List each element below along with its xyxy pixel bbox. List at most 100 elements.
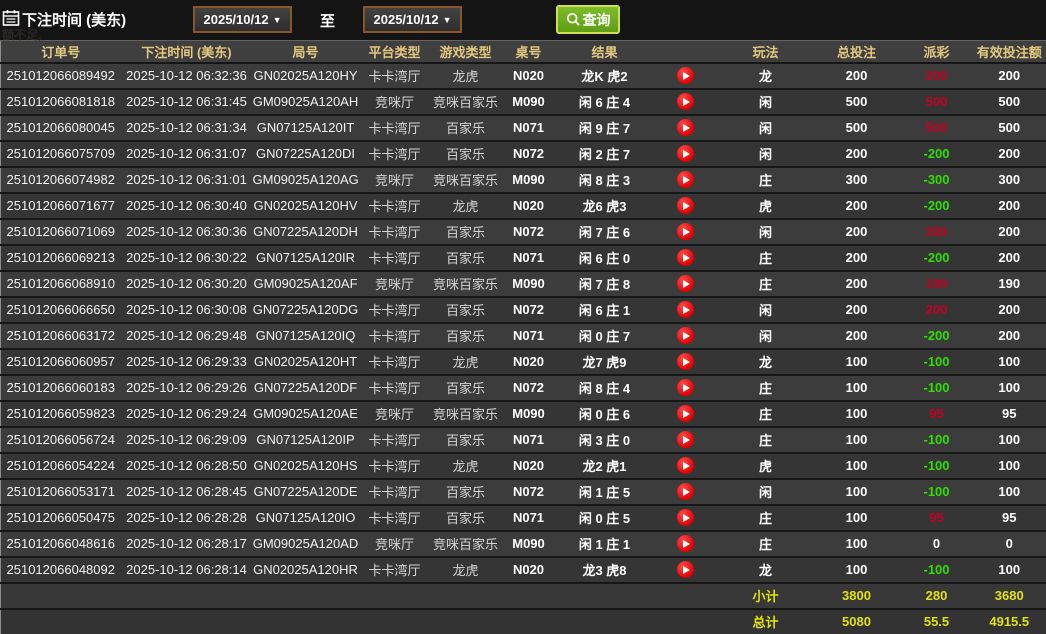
play-video-button[interactable] [677, 197, 694, 215]
bet-time-cell: 2025-10-12 06:29:09 [120, 426, 253, 454]
play-video-button[interactable] [677, 67, 694, 85]
game-type-cell: 龙虎 [430, 348, 501, 376]
play-cell [652, 530, 719, 558]
search-icon [566, 12, 580, 26]
bet-time-cell: 2025-10-12 06:28:50 [120, 452, 253, 480]
play-video-button[interactable] [677, 327, 694, 345]
round-id-cell: GM09025A120AD [252, 530, 359, 558]
header-game: 游戏类型 [430, 40, 501, 64]
bet-type-cell: 龙 [718, 348, 813, 376]
total-bet-cell: 100 [812, 400, 901, 428]
play-video-button[interactable] [677, 93, 694, 111]
date-from-select[interactable]: 2025/10/12 ▼ [193, 6, 292, 33]
result-cell: 闲 8 庄 4 [556, 374, 653, 402]
table-header: 订单号 下注时间 (美东) 局号 平台类型 游戏类型 桌号 结果 玩法 总投注 … [0, 40, 1046, 64]
play-cell [652, 478, 719, 506]
bet-time-cell: 2025-10-12 06:30:22 [120, 244, 253, 272]
play-video-button[interactable] [677, 119, 694, 137]
game-type-cell: 百家乐 [430, 478, 501, 506]
table-row: 251012066074982 2025-10-12 06:31:01 GM09… [0, 166, 1046, 194]
play-video-button[interactable] [677, 275, 694, 293]
result-cell: 闲 3 庄 0 [556, 426, 653, 454]
header-result: 结果 [556, 40, 653, 64]
table-row: 251012066089492 2025-10-12 06:32:36 GN02… [0, 62, 1046, 90]
table-number-cell: M090 [500, 270, 557, 298]
play-icon [683, 487, 690, 496]
platform-cell: 卡卡湾厅 [358, 62, 431, 90]
play-video-button[interactable] [677, 535, 694, 553]
game-type-cell: 百家乐 [430, 504, 501, 532]
result-cell: 龙K 虎2 [556, 62, 653, 90]
total-bet-cell: 200 [812, 296, 901, 324]
play-video-button[interactable] [677, 561, 694, 579]
valid-bet-cell: 200 [972, 218, 1046, 246]
bet-time-cell: 2025-10-12 06:30:08 [120, 296, 253, 324]
play-video-button[interactable] [677, 223, 694, 241]
bet-time-cell: 2025-10-12 06:31:07 [120, 140, 253, 168]
table-number-cell: N072 [500, 140, 557, 168]
game-type-cell: 竞咪百家乐 [430, 400, 501, 428]
result-cell: 闲 0 庄 6 [556, 400, 653, 428]
play-video-button[interactable] [677, 405, 694, 423]
valid-bet-cell: 200 [972, 192, 1046, 220]
order-number-cell: 251012066060957 [0, 348, 121, 376]
bet-type-cell: 闲 [718, 296, 813, 324]
game-type-cell: 百家乐 [430, 322, 501, 350]
bet-time-cell: 2025-10-12 06:28:14 [120, 556, 253, 584]
game-type-cell: 百家乐 [430, 374, 501, 402]
game-type-cell: 龙虎 [430, 192, 501, 220]
play-video-button[interactable] [677, 379, 694, 397]
platform-cell: 卡卡湾厅 [358, 296, 431, 324]
result-cell: 闲 6 庄 1 [556, 296, 653, 324]
header-order: 订单号 [0, 40, 121, 64]
header-table: 桌号 [500, 40, 557, 64]
round-id-cell: GN07225A120DH [252, 218, 359, 246]
table-number-cell: N072 [500, 296, 557, 324]
play-cell [652, 244, 719, 272]
play-video-button[interactable] [677, 249, 694, 267]
play-icon [683, 253, 690, 262]
table-row: 251012066081818 2025-10-12 06:31:45 GM09… [0, 88, 1046, 116]
game-type-cell: 百家乐 [430, 426, 501, 454]
play-video-button[interactable] [677, 301, 694, 319]
total-bet-cell: 300 [812, 166, 901, 194]
play-video-button[interactable] [677, 353, 694, 371]
date-to-select[interactable]: 2025/10/12 ▼ [363, 6, 462, 33]
search-button-label: 查询 [582, 11, 611, 28]
play-cell [652, 270, 719, 298]
total-bet-cell: 200 [812, 270, 901, 298]
play-icon [683, 175, 690, 184]
play-video-button[interactable] [677, 145, 694, 163]
play-icon [683, 279, 690, 288]
game-type-cell: 龙虎 [430, 556, 501, 584]
payout-cell: 200 [900, 218, 973, 246]
bet-type-cell: 闲 [718, 478, 813, 506]
play-video-button[interactable] [677, 483, 694, 501]
play-video-button[interactable] [677, 457, 694, 475]
play-cell [652, 374, 719, 402]
bet-time-cell: 2025-10-12 06:32:36 [120, 62, 253, 90]
search-button[interactable]: 查询 [556, 5, 620, 34]
total-bet-cell: 200 [812, 322, 901, 350]
payout-cell: -100 [900, 348, 973, 376]
play-video-button[interactable] [677, 171, 694, 189]
platform-cell: 竞咪厅 [358, 530, 431, 558]
game-type-cell: 百家乐 [430, 114, 501, 142]
game-type-cell: 百家乐 [430, 140, 501, 168]
valid-bet-cell: 100 [972, 426, 1046, 454]
order-number-cell: 251012066071677 [0, 192, 121, 220]
game-type-cell: 百家乐 [430, 296, 501, 324]
play-video-button[interactable] [677, 509, 694, 527]
valid-bet-cell: 200 [972, 140, 1046, 168]
bet-time-cell: 2025-10-12 06:28:17 [120, 530, 253, 558]
round-id-cell: GN07225A120DE [252, 478, 359, 506]
result-cell: 龙6 虎3 [556, 192, 653, 220]
platform-cell: 卡卡湾厅 [358, 192, 431, 220]
payout-cell: 500 [900, 114, 973, 142]
total-bet-cell: 200 [812, 62, 901, 90]
play-video-button[interactable] [677, 431, 694, 449]
valid-bet-cell: 100 [972, 452, 1046, 480]
bet-time-cell: 2025-10-12 06:28:28 [120, 504, 253, 532]
play-cell [652, 62, 719, 90]
play-icon [683, 383, 690, 392]
